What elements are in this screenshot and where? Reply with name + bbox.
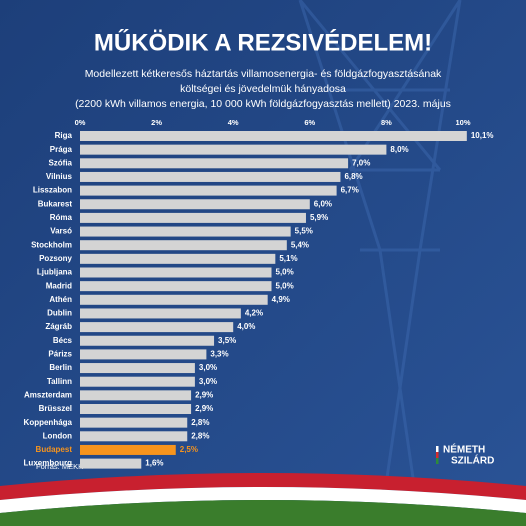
- y-tick-label: Vilnius: [46, 172, 73, 181]
- x-tick-label: 4%: [228, 118, 239, 127]
- subtitle: költségei és jövedelmük hányadosa: [180, 83, 346, 95]
- bar: [80, 308, 241, 319]
- y-tick-label: Budapest: [36, 445, 73, 454]
- x-tick-label: 6%: [304, 118, 315, 127]
- y-tick-label: Ljubljana: [37, 268, 73, 277]
- y-tick-label: London: [43, 431, 72, 440]
- value-label: 5,5%: [295, 227, 313, 236]
- y-tick-label: Zágráb: [45, 322, 72, 331]
- flag-ribbon: [0, 473, 526, 526]
- value-label: 10,1%: [471, 131, 494, 140]
- y-tick-label: Riga: [55, 131, 73, 140]
- x-tick-label: 2%: [151, 118, 162, 127]
- value-label: 7,0%: [352, 158, 370, 167]
- bar: [80, 349, 207, 360]
- bar: [80, 444, 176, 455]
- y-tick-label: Prága: [50, 145, 73, 154]
- y-tick-label: Berlin: [49, 363, 72, 372]
- bar: [80, 226, 291, 237]
- bar: [80, 390, 192, 401]
- bar: [80, 335, 215, 346]
- bar: [80, 158, 349, 169]
- value-label: 5,0%: [276, 268, 294, 277]
- bar: [80, 171, 341, 182]
- value-label: 8,0%: [390, 145, 408, 154]
- bar: [80, 363, 195, 374]
- bar: [80, 417, 188, 428]
- value-label: 3,0%: [199, 363, 217, 372]
- chart-title: MŰKÖDIK A REZSIVÉDELEM!: [94, 28, 432, 56]
- value-label: 2,9%: [195, 390, 213, 399]
- bar: [80, 322, 234, 333]
- value-label: 4,0%: [237, 322, 255, 331]
- logo-text: NÉMETH: [443, 443, 485, 456]
- logo-stripe: [436, 446, 439, 452]
- bar: [80, 267, 272, 278]
- bar: [80, 431, 188, 442]
- y-tick-label: Luxembourg: [24, 459, 73, 468]
- y-tick-label: Bukarest: [38, 199, 73, 208]
- y-tick-label: Dublin: [47, 309, 72, 318]
- bar: [80, 458, 142, 469]
- y-tick-label: Párizs: [48, 350, 72, 359]
- pylon-decoration: [298, 0, 462, 526]
- bar: [80, 212, 306, 223]
- y-tick-label: Szófia: [48, 158, 72, 167]
- y-tick-label: Róma: [50, 213, 73, 222]
- y-tick-label: Bécs: [53, 336, 73, 345]
- y-tick-label: Varsó: [50, 227, 72, 236]
- y-tick-label: Brüsszel: [39, 404, 72, 413]
- value-label: 3,5%: [218, 336, 236, 345]
- value-label: 2,5%: [180, 445, 198, 454]
- y-tick-label: Pozsony: [39, 254, 72, 263]
- y-tick-label: Athén: [49, 295, 72, 304]
- bar: [80, 281, 272, 292]
- x-tick-label: 0%: [75, 118, 86, 127]
- bar: [80, 131, 467, 141]
- logo-stripe: [436, 446, 439, 464]
- bar: [80, 240, 287, 251]
- x-tick-label: 8%: [381, 118, 392, 127]
- logo-text: SZILÁRD: [451, 454, 494, 467]
- value-label: 5,9%: [310, 213, 328, 222]
- bar: [80, 199, 310, 210]
- bar: [80, 376, 195, 387]
- source: Forrás: MEKH: [36, 462, 84, 471]
- bar: [80, 185, 337, 196]
- y-tick-label: Lisszabon: [33, 186, 72, 195]
- logo-stripe: [436, 458, 439, 464]
- subtitle: Modellezett kétkeresős háztartás villamo…: [85, 68, 442, 80]
- value-label: 1,6%: [145, 459, 163, 468]
- bar: [80, 294, 268, 305]
- y-tick-label: Madrid: [46, 281, 72, 290]
- x-tick-label: 10%: [455, 118, 470, 127]
- y-tick-label: Tallinn: [47, 377, 72, 386]
- bar: [80, 144, 387, 155]
- value-label: 2,8%: [191, 418, 209, 427]
- value-label: 6,8%: [344, 172, 362, 181]
- bar: [80, 404, 192, 414]
- value-label: 3,0%: [199, 377, 217, 386]
- y-tick-label: Amszterdam: [24, 390, 72, 399]
- y-tick-label: Koppenhága: [24, 418, 73, 427]
- bar: [80, 253, 276, 264]
- value-label: 4,9%: [272, 295, 290, 304]
- value-label: 4,2%: [245, 309, 263, 318]
- value-label: 5,1%: [279, 254, 297, 263]
- logo: NÉMETH SZILÁRD: [436, 443, 494, 467]
- value-label: 2,9%: [195, 404, 213, 413]
- value-label: 2,8%: [191, 431, 209, 440]
- value-label: 6,7%: [341, 186, 359, 195]
- y-tick-label: Stockholm: [31, 240, 72, 249]
- subtitle: (2200 kWh villamos energia, 10 000 kWh f…: [75, 98, 451, 110]
- value-label: 5,0%: [276, 281, 294, 290]
- value-label: 3,3%: [210, 350, 228, 359]
- value-label: 6,0%: [314, 199, 332, 208]
- value-label: 5,4%: [291, 240, 309, 249]
